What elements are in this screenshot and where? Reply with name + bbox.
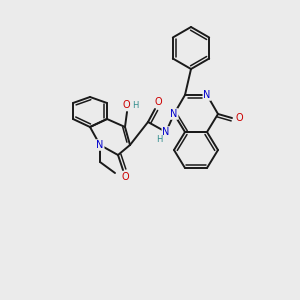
Text: N: N xyxy=(162,127,170,137)
Text: O: O xyxy=(154,97,162,107)
Text: N: N xyxy=(96,140,104,150)
Text: O: O xyxy=(121,172,129,182)
Text: O: O xyxy=(235,113,243,123)
Text: O: O xyxy=(122,100,130,110)
Text: N: N xyxy=(170,109,178,119)
Text: H: H xyxy=(132,100,138,109)
Text: H: H xyxy=(156,136,162,145)
Text: N: N xyxy=(203,90,211,100)
